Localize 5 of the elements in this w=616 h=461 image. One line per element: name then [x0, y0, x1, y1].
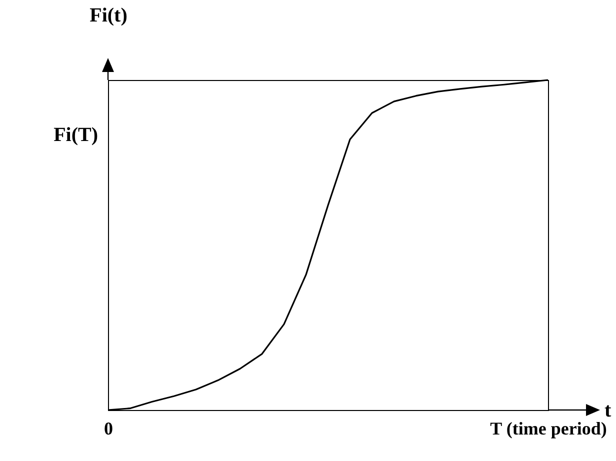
- y-axis-title: Fi(t): [90, 4, 128, 26]
- x-tick-label: 0: [104, 418, 113, 438]
- x-axis-title: t: [604, 400, 612, 422]
- text: Fi(T): [54, 124, 98, 146]
- x-tick-label: T (time period): [490, 418, 607, 438]
